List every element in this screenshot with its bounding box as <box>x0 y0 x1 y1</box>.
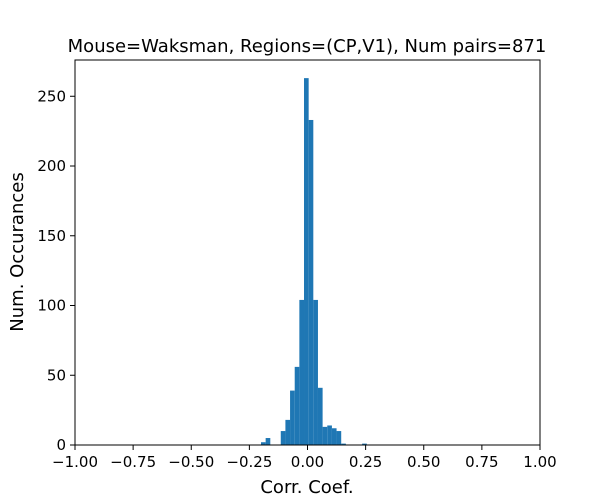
x-tick-label: 0.00 <box>291 453 324 471</box>
x-tick-label: 0.50 <box>407 453 440 471</box>
x-axis: −1.00 −0.75 −0.50 −0.25 0.00 0.25 0.50 0.75 1.00 <box>52 445 557 471</box>
histogram-bar <box>290 390 295 445</box>
histogram-bar <box>294 366 300 445</box>
y-tick-label: 100 <box>37 297 66 315</box>
histogram-bar <box>261 442 266 445</box>
y-tick-label: 250 <box>37 87 66 105</box>
x-tick-label: 1.00 <box>523 453 556 471</box>
x-axis-label: Corr. Coef. <box>260 477 353 498</box>
histogram-bar <box>308 119 314 445</box>
x-tick-label: −0.25 <box>226 453 272 471</box>
histogram-bar <box>265 438 271 445</box>
histogram-bar <box>341 443 346 445</box>
histogram-bar <box>285 419 291 445</box>
histogram-bar <box>317 387 323 445</box>
y-tick-label: 50 <box>47 366 66 384</box>
y-axis: 0 50 100 150 200 250 <box>37 87 75 454</box>
y-tick-label: 150 <box>37 227 66 245</box>
y-tick-label: 0 <box>56 436 66 454</box>
histogram-bar <box>299 299 305 445</box>
histogram-bar <box>362 443 367 445</box>
histogram-bar <box>313 299 318 445</box>
x-tick-label: −1.00 <box>52 453 98 471</box>
x-tick-label: 0.75 <box>465 453 498 471</box>
histogram-bar <box>280 431 286 445</box>
x-tick-label: −0.50 <box>168 453 214 471</box>
y-tick-label: 200 <box>37 157 66 175</box>
x-tick-label: −0.75 <box>110 453 156 471</box>
histogram-bars <box>261 78 367 445</box>
y-axis-label: Num. Occurances <box>7 172 28 331</box>
histogram-bar <box>327 425 332 445</box>
histogram-bar <box>322 426 328 445</box>
chart-title: Mouse=Waksman, Regions=(CP,V1), Num pair… <box>68 36 547 57</box>
histogram-bar <box>331 428 337 445</box>
x-tick-label: 0.25 <box>349 453 382 471</box>
histogram-bar <box>336 431 342 445</box>
histogram-bar <box>304 78 309 445</box>
